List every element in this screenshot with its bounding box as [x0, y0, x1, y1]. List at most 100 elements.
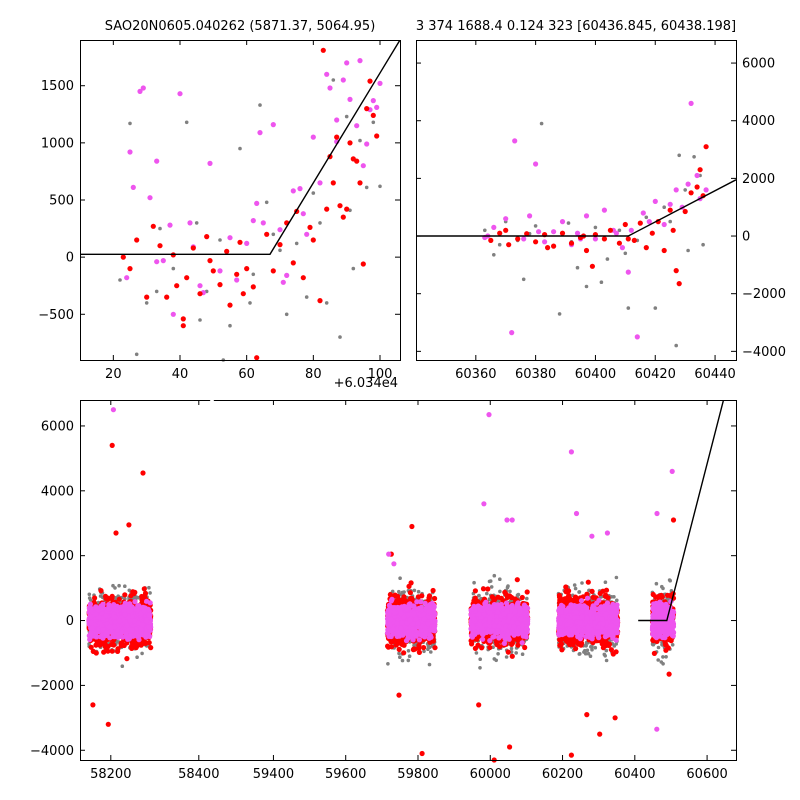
gray-point: [148, 591, 152, 595]
magenta-point: [128, 633, 135, 639]
gray-point: [492, 657, 497, 661]
gray-point: [701, 242, 705, 247]
gray-point: [496, 652, 500, 656]
magenta-point: [404, 606, 410, 612]
red-point: [180, 323, 186, 329]
magenta-point: [138, 626, 144, 632]
magenta-point: [370, 98, 376, 104]
red-point: [124, 656, 130, 662]
red-point: [387, 592, 393, 598]
red-point: [277, 242, 283, 248]
gray-point: [324, 301, 329, 305]
red-point: [497, 230, 503, 236]
gray-point: [422, 649, 426, 654]
magenta-point: [688, 100, 694, 106]
y-tick-label: −2000: [742, 287, 786, 302]
red-point: [622, 221, 628, 228]
magenta-point: [177, 91, 183, 97]
magenta-point: [360, 163, 366, 169]
magenta-point: [396, 632, 402, 638]
magenta-point: [124, 622, 130, 629]
gray-point: [566, 221, 571, 225]
magenta-point: [628, 227, 634, 233]
gray-point: [194, 221, 199, 225]
magenta-point: [107, 624, 113, 630]
x-tick-label: 60: [238, 367, 255, 382]
red-point: [551, 243, 557, 249]
magenta-point: [385, 627, 391, 633]
red-point: [357, 180, 363, 186]
red-point: [134, 237, 140, 243]
red-point: [601, 236, 608, 242]
gray-point: [412, 588, 417, 593]
magenta-point: [347, 96, 353, 102]
red-point: [396, 646, 402, 653]
red-point: [150, 223, 156, 229]
gray-point: [386, 662, 390, 666]
red-point: [290, 260, 296, 266]
red-point: [396, 692, 402, 698]
magenta-point: [132, 599, 138, 605]
magenta-point: [110, 633, 116, 640]
magenta-point: [389, 596, 395, 602]
gray-point: [123, 584, 127, 588]
magenta-point: [154, 158, 160, 164]
red-point: [157, 243, 163, 249]
magenta-point: [94, 634, 100, 640]
magenta-point: [106, 602, 112, 608]
x-tick-label: 60360: [455, 367, 496, 382]
red-point: [237, 239, 243, 245]
red-point: [389, 644, 395, 650]
red-point: [509, 641, 515, 648]
magenta-point: [386, 602, 392, 609]
red-point: [180, 316, 186, 322]
red-point: [330, 180, 336, 186]
magenta-point: [145, 624, 152, 630]
x-tick-label: 60380: [515, 367, 556, 382]
gray-point: [508, 589, 512, 594]
red-point: [324, 206, 330, 212]
gray-point: [483, 228, 487, 233]
magenta-point: [88, 606, 94, 612]
magenta-point: [344, 60, 350, 66]
red-point: [545, 245, 551, 251]
red-point: [109, 442, 115, 448]
gray-point: [134, 352, 139, 357]
gray-point: [311, 191, 316, 195]
red-point: [396, 640, 402, 646]
magenta-point: [432, 618, 438, 624]
magenta-point: [430, 606, 436, 612]
red-point: [102, 641, 108, 647]
gray-point: [662, 205, 666, 209]
gray-point: [516, 592, 521, 597]
gray-point: [140, 651, 144, 656]
red-point: [148, 645, 154, 651]
magenta-point: [388, 633, 394, 640]
red-point: [559, 230, 566, 236]
magenta-point: [388, 616, 394, 623]
gray-point: [478, 657, 483, 661]
gray-point: [127, 588, 132, 593]
red-point: [310, 237, 316, 243]
magenta-point: [110, 407, 116, 413]
red-point: [144, 294, 150, 300]
gray-point: [264, 200, 269, 205]
y-tick-label: 0: [66, 251, 74, 266]
red-point: [688, 190, 694, 196]
red-point: [643, 245, 649, 251]
magenta-point: [392, 610, 398, 616]
red-point: [407, 590, 413, 596]
magenta-point: [277, 227, 283, 233]
magenta-point: [646, 219, 652, 225]
magenta-point: [491, 224, 497, 230]
gray-point: [605, 257, 610, 261]
red-point: [254, 355, 260, 361]
magenta-point: [574, 230, 581, 236]
red-point: [204, 234, 210, 240]
red-point: [90, 702, 96, 708]
magenta-point: [386, 551, 392, 557]
gray-point: [344, 114, 349, 119]
red-point: [360, 261, 366, 267]
gray-point: [575, 265, 580, 270]
gray-point: [653, 306, 658, 310]
